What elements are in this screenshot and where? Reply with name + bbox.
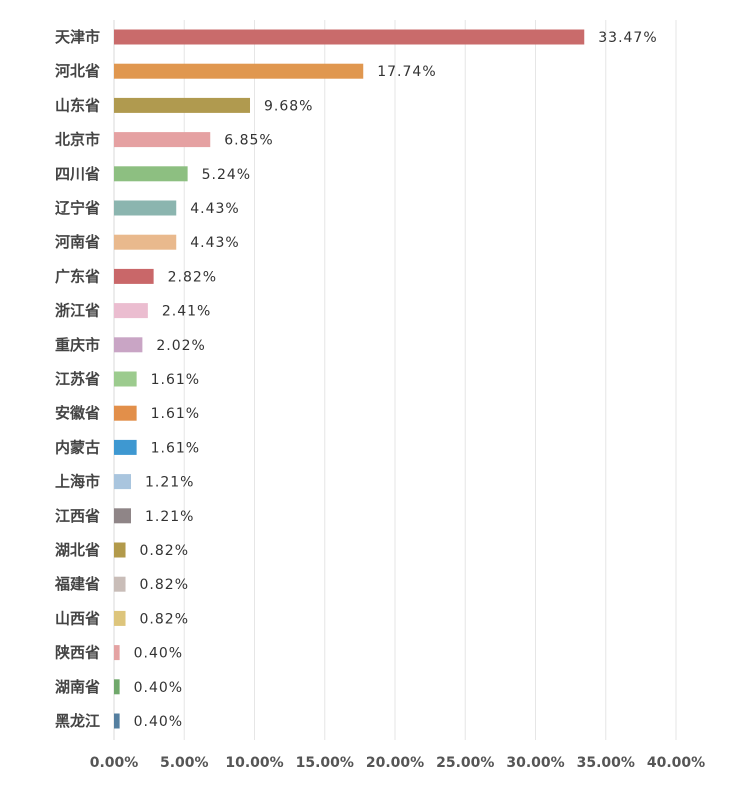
category-label: 陕西省 [55,644,100,662]
bar-6 [114,234,177,250]
data-label: 0.40% [134,680,183,696]
category-label: 重庆市 [55,336,100,354]
bar-19 [114,679,120,695]
category-label: 广东省 [55,267,100,285]
data-label: 1.61% [151,372,200,388]
bar-15 [114,542,126,558]
bar-10 [114,371,137,387]
bar-4 [114,166,188,182]
category-label: 内蒙古 [55,438,100,456]
category-label: 江西省 [55,507,100,525]
data-label: 6.85% [224,133,273,149]
bar-5 [114,200,177,216]
category-label: 河北省 [55,62,100,80]
bar-18 [114,645,120,661]
data-label: 0.82% [140,577,189,593]
bar-7 [114,268,154,284]
data-label: 1.61% [151,440,200,456]
data-label: 2.41% [162,304,211,320]
data-label: 0.82% [140,611,189,627]
category-label: 福建省 [54,575,100,593]
category-label: 天津市 [55,28,100,46]
data-label: 0.82% [140,543,189,559]
category-label: 山东省 [55,96,100,114]
x-tick-label: 10.00% [225,755,283,771]
bar-2 [114,97,251,113]
data-label: 9.68% [264,98,313,114]
x-tick-label: 15.00% [296,755,354,771]
category-label: 湖北省 [55,541,100,559]
data-label: 2.82% [168,269,217,285]
category-label: 河南省 [55,233,100,251]
data-label: 2.02% [156,338,205,354]
data-label: 0.40% [134,646,183,662]
data-label: 5.24% [202,167,251,183]
x-tick-label: 25.00% [436,755,494,771]
category-label: 四川省 [55,165,100,183]
bar-layer [114,29,585,729]
bar-12 [114,439,137,455]
data-label: 1.21% [145,509,194,525]
category-label: 北京市 [55,131,100,149]
category-label: 浙江省 [55,302,100,320]
bar-13 [114,474,132,490]
x-tick-label: 0.00% [90,755,139,771]
data-label: 4.43% [190,235,239,251]
category-label: 黑龙江 [55,712,100,730]
bar-11 [114,405,137,421]
x-tick-label: 40.00% [647,755,705,771]
data-label: 0.40% [134,714,183,730]
category-label: 辽宁省 [55,199,100,217]
data-label: 33.47% [598,30,657,46]
x-tick-label: 30.00% [506,755,564,771]
category-label: 湖南省 [55,678,100,696]
category-label: 安徽省 [55,404,100,422]
bar-1 [114,63,364,79]
data-label: 1.61% [151,406,200,422]
bar-0 [114,29,585,45]
data-label: 17.74% [377,64,436,80]
tick-layer: 0.00% 5.00% 10.00% 15.00% 20.00% 25.00% 30.00%… [90,755,705,771]
bar-8 [114,303,148,319]
x-tick-label: 5.00% [160,755,209,771]
x-tick-label: 35.00% [577,755,635,771]
bar-9 [114,337,143,353]
data-label: 4.43% [190,201,239,217]
category-label: 上海市 [55,473,100,491]
x-tick-label: 20.00% [366,755,424,771]
data-label: 1.21% [145,475,194,491]
bar-20 [114,713,120,729]
category-label: 江苏省 [55,370,100,388]
bar-16 [114,576,126,592]
bar-17 [114,610,126,626]
bar-3 [114,132,211,148]
category-label: 山西省 [55,609,100,627]
label-layer: 天津市 33.47% 河北省 17.74% 山东省 9.68% 北京市 6.85% 四川省 5.2… [54,28,657,730]
bar-14 [114,508,132,524]
